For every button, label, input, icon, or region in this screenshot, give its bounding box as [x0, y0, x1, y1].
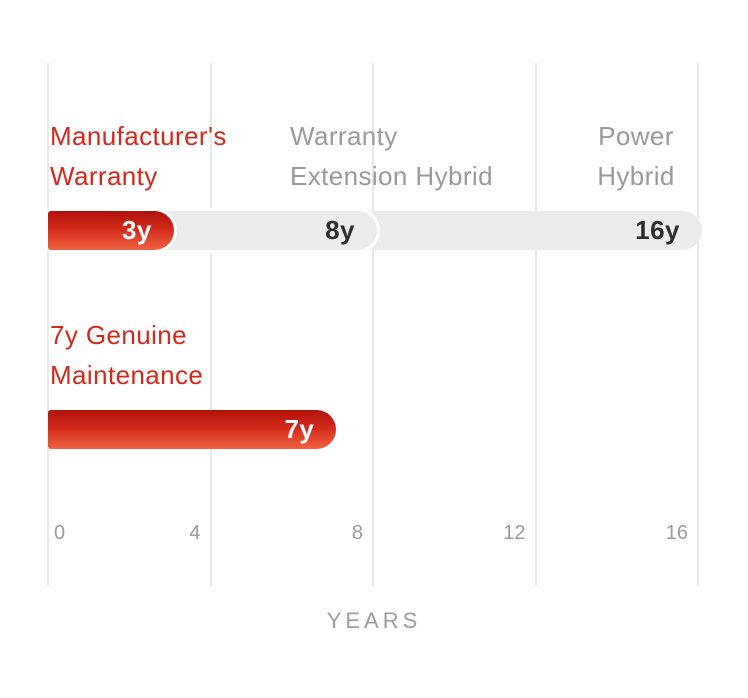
- annotation-line: Extension Hybrid: [290, 161, 493, 191]
- x-axis-title: YEARS: [326, 608, 422, 633]
- power-hybrid-label: Power Hybrid: [597, 116, 675, 196]
- gridline-x-16: [697, 63, 699, 586]
- gridline-x-4: [209, 63, 212, 586]
- x-tick-label-16: 16: [665, 522, 688, 544]
- genuine-maintenance-label: 7y Genuine Maintenance: [50, 315, 203, 395]
- x-tick-label-8: 8: [351, 522, 363, 544]
- bar-value-label: 3y: [121, 215, 152, 245]
- annotation-line: Maintenance: [50, 360, 204, 390]
- annotation-line: Manufacturer's: [50, 121, 227, 151]
- annotation-line: 7y Genuine: [50, 320, 187, 350]
- gridline-x-0: [47, 63, 49, 586]
- x-tick-label-12: 12: [503, 522, 526, 544]
- gridline-x-8: [372, 63, 374, 586]
- gridline-x-12: [534, 63, 537, 586]
- bar-value-label: 8y: [325, 215, 355, 245]
- x-tick-label-4: 4: [189, 522, 201, 544]
- bar-value-label: 7y: [284, 414, 315, 444]
- bar-manufacturers-warranty: 3y: [48, 211, 174, 250]
- annotation-line: Warranty: [50, 161, 158, 191]
- annotation-line: Hybrid: [597, 161, 675, 191]
- bar-genuine-maintenance: 7y: [48, 410, 337, 449]
- bar-value-label: 16y: [635, 215, 680, 245]
- annotation-line: Power: [598, 121, 674, 151]
- annotation-line: Warranty: [290, 121, 398, 151]
- x-tick-label-0: 0: [54, 522, 66, 544]
- manufacturers-warranty-label: Manufacturer's Warranty: [50, 116, 227, 196]
- warranty-extension-hybrid-label: Warranty Extension Hybrid: [290, 116, 493, 196]
